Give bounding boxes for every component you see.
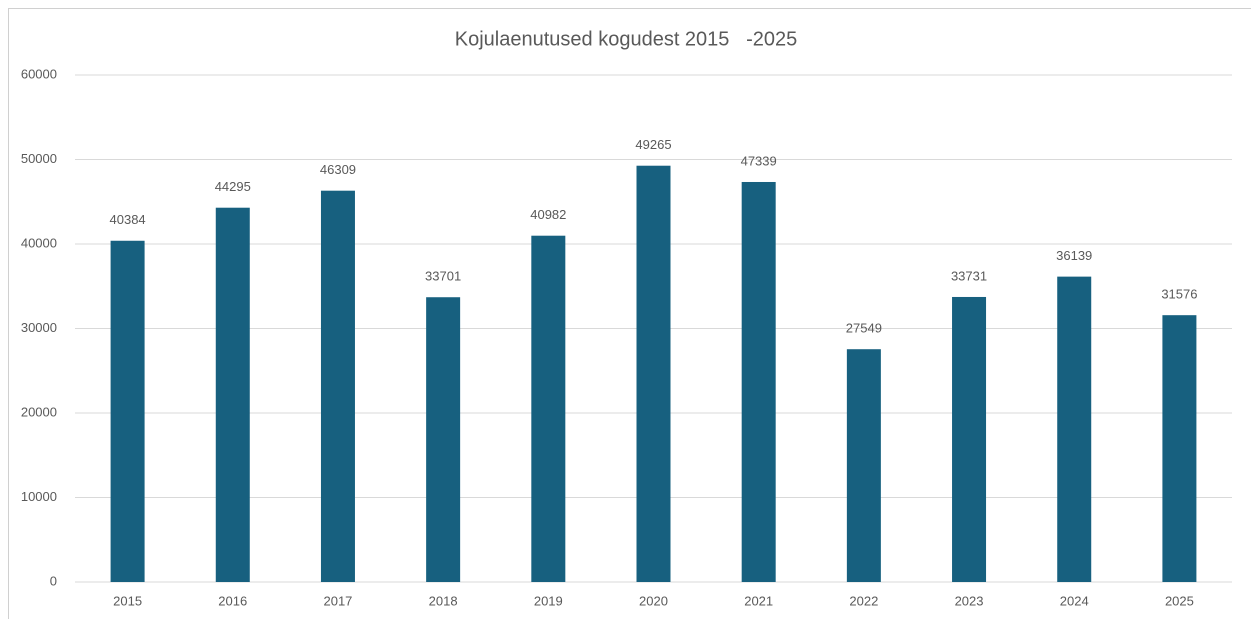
x-tick-label: 2023	[955, 593, 984, 608]
bar	[1162, 315, 1197, 582]
x-tick-label: 2022	[849, 593, 878, 608]
y-tick-label: 30000	[21, 320, 57, 335]
bar	[1057, 276, 1092, 582]
x-tick-label: 2021	[744, 593, 773, 608]
x-tick-label: 2015	[113, 593, 142, 608]
y-tick-label: 0	[50, 573, 57, 588]
x-tick-label: 2016	[218, 593, 247, 608]
bar	[110, 240, 145, 583]
chart-border	[8, 8, 1251, 619]
data-label: 27549	[846, 321, 882, 336]
y-tick-label: 10000	[21, 489, 57, 504]
data-label: 40384	[110, 212, 146, 227]
data-label: 40982	[530, 207, 566, 222]
bar	[215, 207, 250, 582]
data-label: 33701	[425, 269, 461, 284]
bar	[741, 181, 776, 582]
y-tick-label: 40000	[21, 235, 57, 250]
x-tick-label: 2018	[429, 593, 458, 608]
x-tick-label: 2025	[1165, 593, 1194, 608]
bar	[952, 296, 987, 582]
bar	[636, 165, 671, 582]
x-tick-label: 2024	[1060, 593, 1089, 608]
x-tick-label: 2020	[639, 593, 668, 608]
x-tick-label: 2019	[534, 593, 563, 608]
bar	[531, 235, 566, 583]
data-label: 33731	[951, 268, 987, 283]
x-tick-label: 2017	[323, 593, 352, 608]
bar	[320, 190, 355, 582]
bar	[846, 349, 881, 582]
data-label: 31576	[1161, 287, 1197, 302]
data-label: 46309	[320, 162, 356, 177]
data-label: 49265	[635, 137, 671, 152]
y-tick-label: 50000	[21, 151, 57, 166]
chart-title: Kojulaenutused kogudest 2015 -2025	[455, 28, 798, 50]
bar	[426, 297, 461, 582]
data-label: 44295	[215, 179, 251, 194]
data-label: 36139	[1056, 248, 1092, 263]
y-tick-label: 20000	[21, 404, 57, 419]
y-tick-label: 60000	[21, 66, 57, 81]
data-label: 47339	[741, 153, 777, 168]
